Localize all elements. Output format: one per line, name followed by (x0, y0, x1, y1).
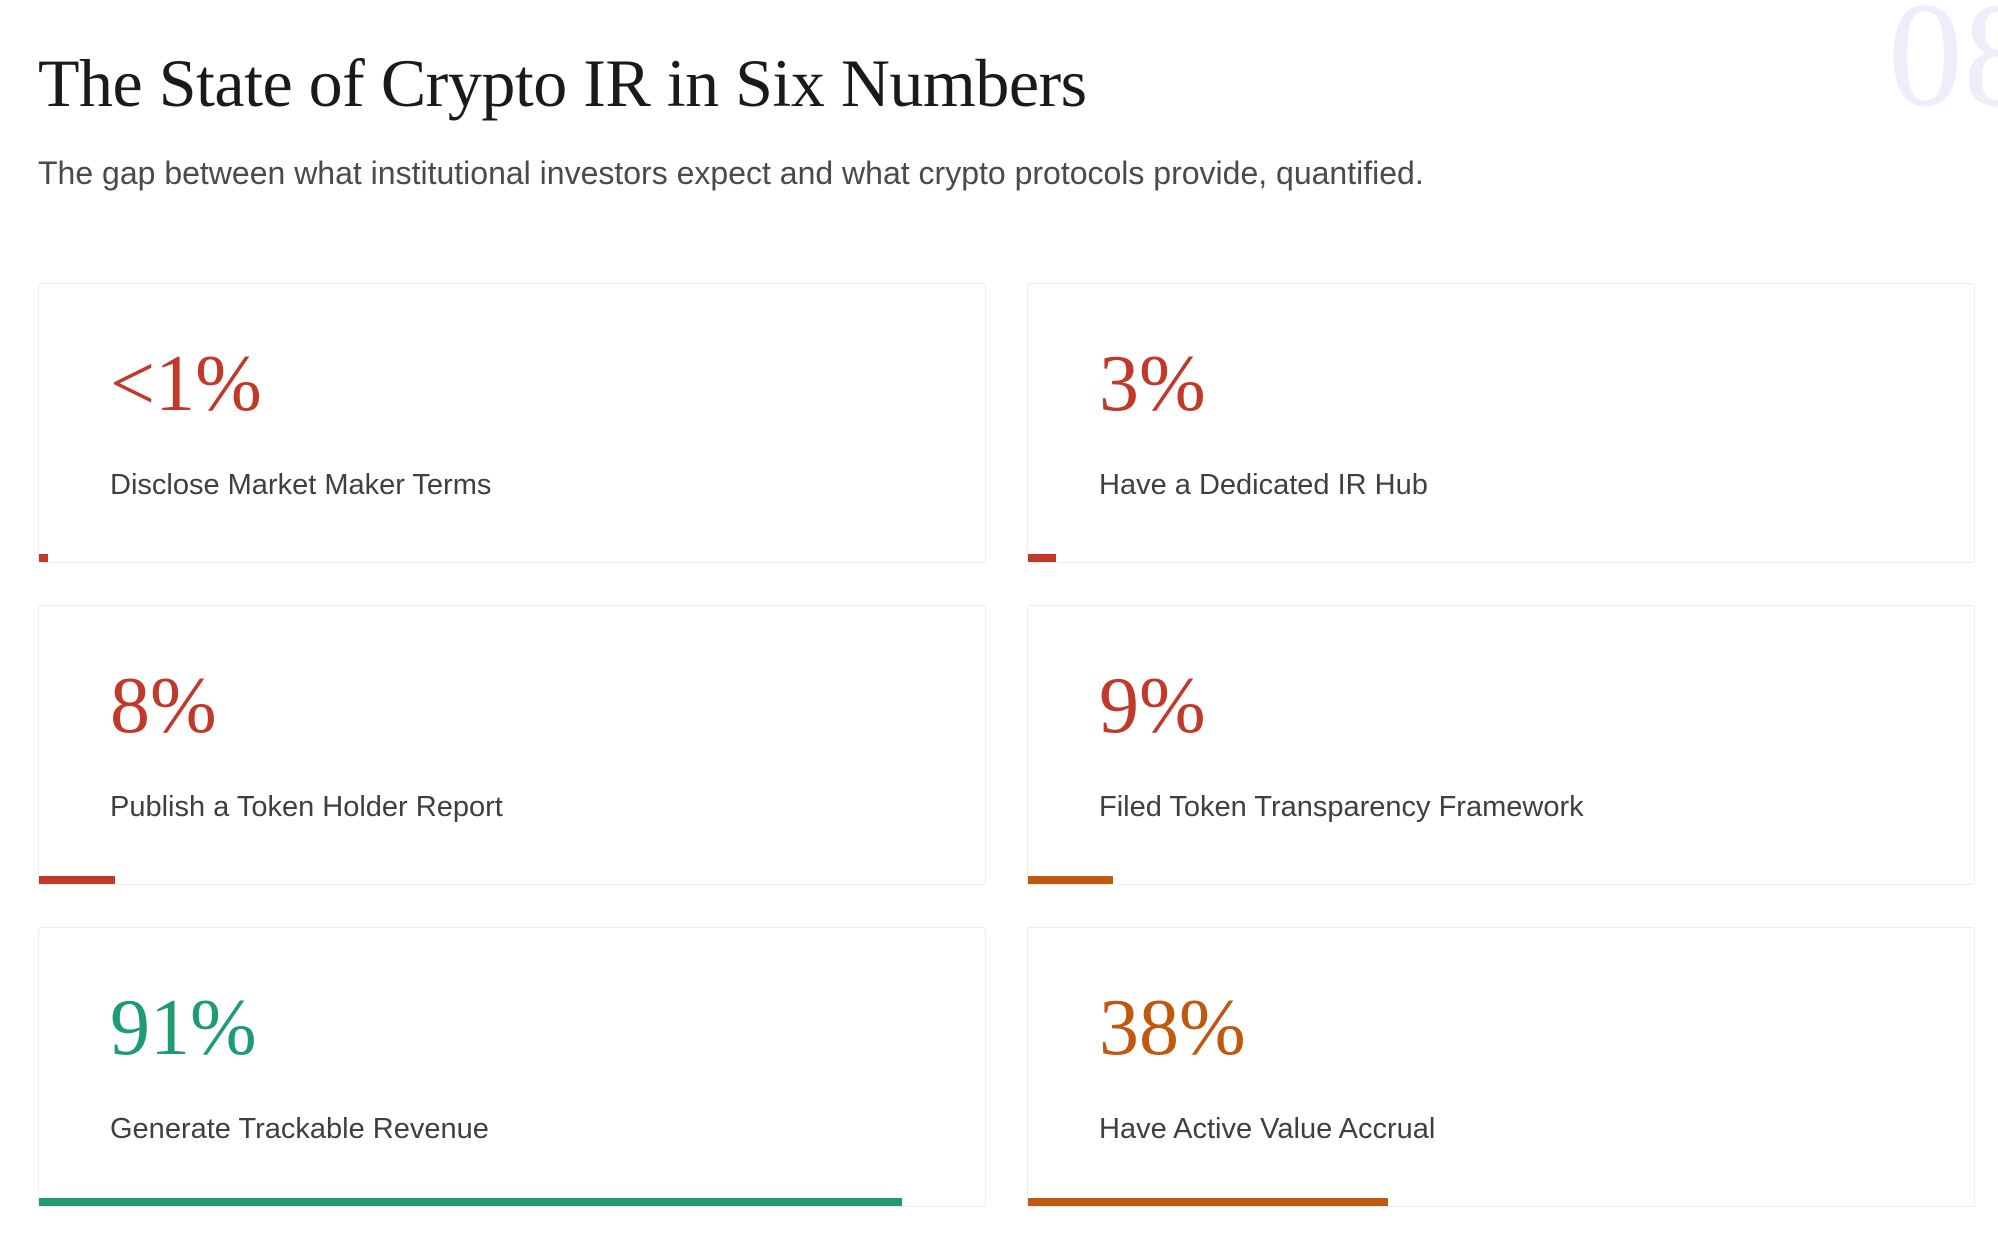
section-number: 08 (1888, 0, 1998, 138)
stat-value: 38% (1099, 984, 1246, 1072)
title: The State of Crypto IR in Six Numbers (38, 45, 1087, 121)
stat-card: 38% Have Active Value Accrual (1027, 927, 1975, 1207)
stat-card: 9% Filed Token Transparency Framework (1027, 605, 1975, 885)
progress-bar (1028, 876, 1114, 884)
stat-card: <1% Disclose Market Maker Terms (38, 283, 986, 563)
stat-value: 8% (110, 662, 217, 750)
progress-bar (39, 1198, 902, 1206)
stat-label: Have Active Value Accrual (1099, 1113, 1436, 1145)
progress-bar (1028, 554, 1057, 562)
stat-label: Filed Token Transparency Framework (1099, 791, 1584, 823)
stat-card: 3% Have a Dedicated IR Hub (1027, 283, 1975, 563)
stat-value: 91% (110, 984, 257, 1072)
stat-value: 3% (1099, 340, 1206, 428)
progress-bar (1028, 1198, 1389, 1206)
stat-value: <1% (110, 340, 262, 428)
stat-label: Publish a Token Holder Report (110, 791, 503, 823)
stat-card: 8% Publish a Token Holder Report (38, 605, 986, 885)
stat-label: Disclose Market Maker Terms (110, 469, 492, 501)
progress-bar (39, 876, 115, 884)
stat-label: Have a Dedicated IR Hub (1099, 469, 1428, 501)
stat-label: Generate Trackable Revenue (110, 1113, 489, 1145)
stat-card: 91% Generate Trackable Revenue (38, 927, 986, 1207)
stat-value: 9% (1099, 662, 1206, 750)
progress-bar (39, 554, 49, 562)
subtitle: The gap between what institutional inves… (38, 155, 1424, 191)
